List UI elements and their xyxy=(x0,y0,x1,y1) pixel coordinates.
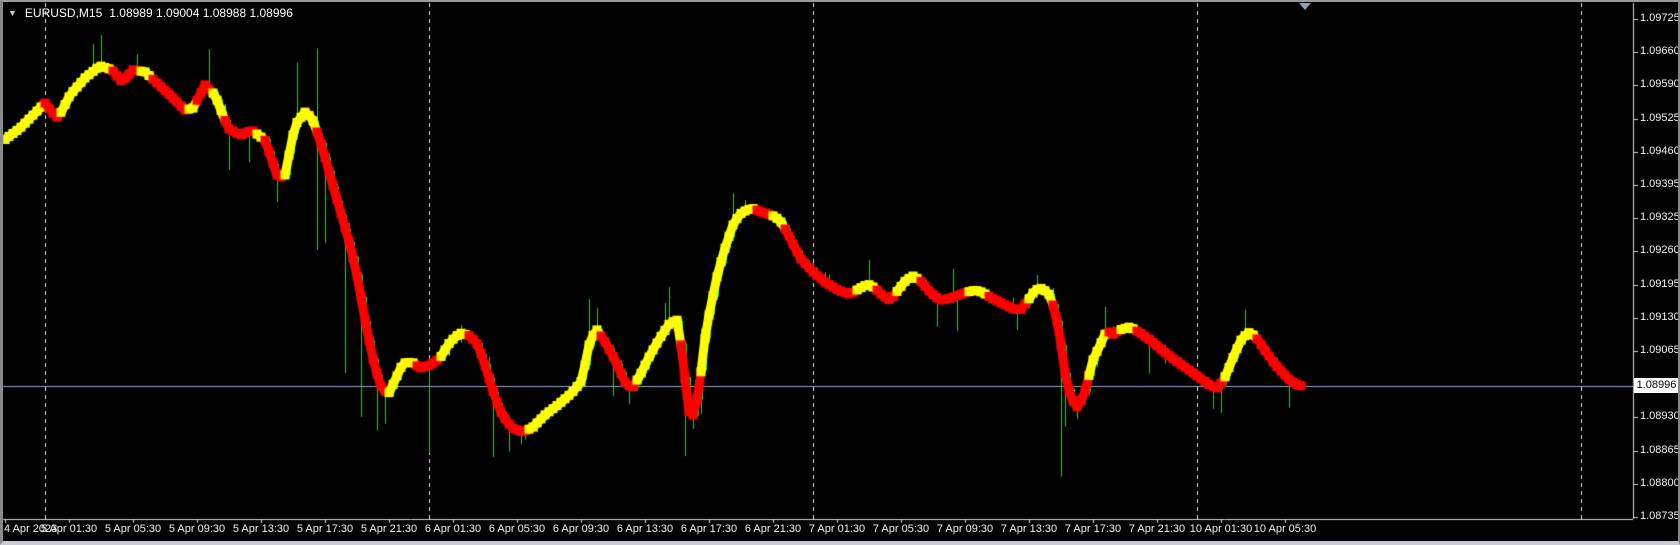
price-axis-label: 1.09260 xyxy=(1640,244,1680,256)
price-axis-label: 1.09130 xyxy=(1640,311,1680,323)
price-axis-label: 1.09460 xyxy=(1640,145,1680,157)
time-axis-label: 7 Apr 01:30 xyxy=(808,523,866,535)
time-axis-label: 5 Apr 17:30 xyxy=(296,523,354,535)
price-axis-label: 1.08735 xyxy=(1640,510,1680,522)
time-axis-label: 6 Apr 21:30 xyxy=(744,523,802,535)
time-axis-label: 4 Apr 2023 xyxy=(4,523,58,535)
ohlc-values: 1.08989 1.09004 1.08988 1.08996 xyxy=(109,6,293,20)
time-axis-label: 7 Apr 05:30 xyxy=(872,523,930,535)
current-price-tag: 1.08996 xyxy=(1634,378,1679,393)
time-axis-label: 10 Apr 05:30 xyxy=(1253,523,1317,535)
price-axis-label: 1.09660 xyxy=(1640,45,1680,57)
low-value: 1.08988 xyxy=(202,6,247,20)
high-value: 1.09004 xyxy=(156,6,200,20)
time-axis-label: 5 Apr 13:30 xyxy=(232,523,290,535)
time-axis-label: 5 Apr 09:30 xyxy=(168,523,226,535)
chart-shift-triangle-icon xyxy=(1299,3,1311,10)
time-axis-label: 7 Apr 13:30 xyxy=(1000,523,1058,535)
price-axis-label: 1.08800 xyxy=(1640,477,1680,489)
chart-title: ▼ EURUSD,M15 1.08989 1.09004 1.08988 1.0… xyxy=(8,6,293,20)
time-axis-label: 6 Apr 09:30 xyxy=(552,523,610,535)
open-value: 1.08989 xyxy=(109,6,153,20)
time-axis-label: 7 Apr 09:30 xyxy=(936,523,994,535)
price-axis-label: 1.09325 xyxy=(1640,211,1680,223)
time-axis-label: 5 Apr 01:30 xyxy=(40,523,98,535)
symbol-timeframe-label: EURUSD,M15 xyxy=(24,6,103,20)
price-axis-label: 1.09395 xyxy=(1640,178,1680,190)
time-axis-label: 6 Apr 17:30 xyxy=(680,523,738,535)
time-axis-label: 5 Apr 21:30 xyxy=(360,523,418,535)
price-axis-label: 1.09725 xyxy=(1640,12,1680,24)
price-axis-label: 1.08930 xyxy=(1640,410,1680,422)
chart-menu-triangle-icon: ▼ xyxy=(8,8,17,18)
time-axis-label: 6 Apr 05:30 xyxy=(488,523,546,535)
time-axis-label: 7 Apr 17:30 xyxy=(1064,523,1122,535)
price-axis-label: 1.09065 xyxy=(1640,344,1680,356)
close-value: 1.08996 xyxy=(249,6,293,20)
price-axis-label: 1.08865 xyxy=(1640,444,1680,456)
time-axis-label: 5 Apr 05:30 xyxy=(104,523,162,535)
time-axis-label: 6 Apr 01:30 xyxy=(424,523,482,535)
price-axis-label: 1.09590 xyxy=(1640,78,1680,90)
price-axis-label: 1.09525 xyxy=(1640,112,1680,124)
time-axis-label: 6 Apr 13:30 xyxy=(616,523,674,535)
price-axis-label: 1.09195 xyxy=(1640,278,1680,290)
time-axis-label: 7 Apr 21:30 xyxy=(1128,523,1186,535)
time-axis-label: 10 Apr 01:30 xyxy=(1189,523,1253,535)
